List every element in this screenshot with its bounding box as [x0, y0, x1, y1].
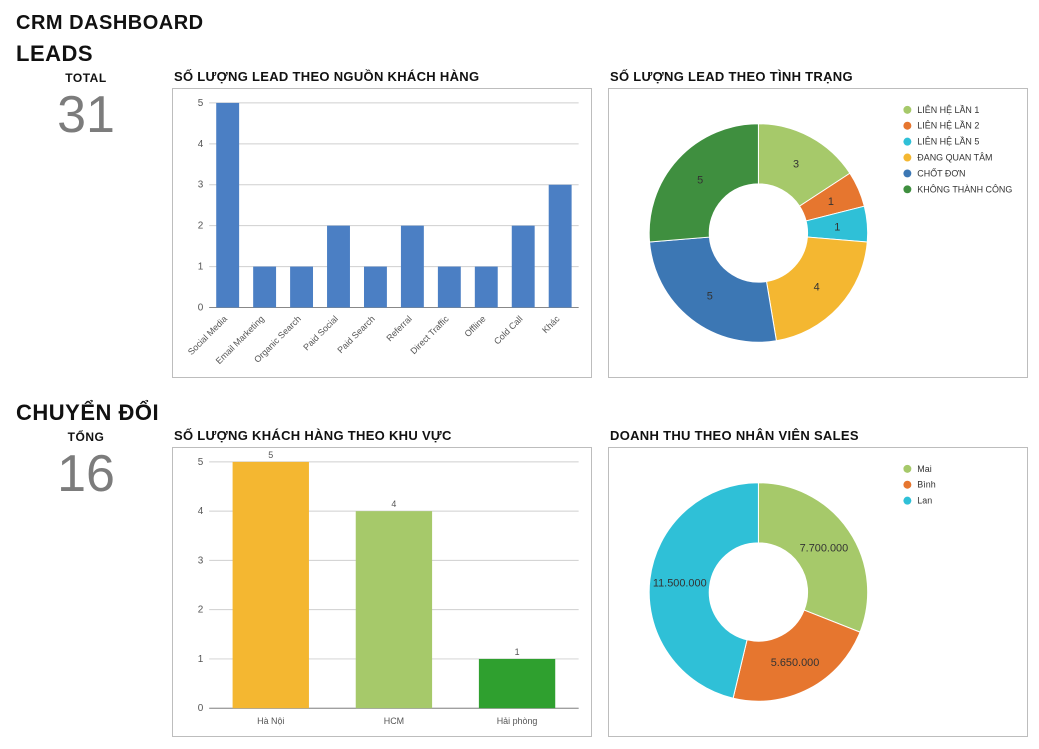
svg-text:Hà Nội: Hà Nội [257, 716, 284, 726]
svg-text:Offline: Offline [462, 314, 487, 339]
svg-text:Bình: Bình [917, 480, 935, 490]
svg-text:Khác: Khác [540, 313, 562, 335]
svg-text:LIÊN HỆ LẦN 2: LIÊN HỆ LẦN 2 [917, 121, 979, 131]
svg-text:1: 1 [515, 647, 520, 657]
leads-total-block: TOTAL 31 [16, 69, 156, 141]
svg-text:LIÊN HỆ LẦN 1: LIÊN HỆ LẦN 1 [917, 105, 979, 115]
svg-text:4: 4 [198, 506, 204, 517]
svg-text:Lan: Lan [917, 496, 932, 506]
convert-total-label: TỔNG [16, 430, 156, 444]
leads-donut-title: SỐ LƯỢNG LEAD THEO TÌNH TRẠNG [610, 69, 1028, 84]
convert-bar-chart: 0 1 2 3 4 5 5 Hà Nội 4 HCM 1 Hải phòng [173, 448, 591, 736]
convert-bar-block: SỐ LƯỢNG KHÁCH HÀNG THEO KHU VỰC 0 1 2 3 4 5 5… [172, 428, 592, 737]
svg-text:2: 2 [198, 605, 204, 616]
svg-text:5: 5 [268, 450, 273, 460]
leads-donut-chart: 3 1 1 4 5 5 LIÊN HỆ LẦN 1 LIÊN HỆ LẦN 2 LIÊN HỆ … [609, 89, 1027, 377]
convert-donut-chart: 7.700.000 5.650.000 11.500.000 Mai Bình Lan [609, 448, 1027, 736]
leads-bar-block: SỐ LƯỢNG LEAD THEO NGUỒN KHÁCH HÀNG 0 1 2 3… [172, 69, 592, 378]
leads-bar-chart: 012345Social MediaEmail MarketingOrganic… [173, 89, 591, 377]
svg-text:Paid Social: Paid Social [301, 314, 340, 353]
svg-text:HCM: HCM [384, 716, 404, 726]
svg-text:5: 5 [697, 174, 703, 186]
svg-text:0: 0 [198, 703, 204, 714]
svg-text:2: 2 [198, 221, 204, 232]
svg-text:7.700.000: 7.700.000 [800, 542, 849, 554]
leads-donut-block: SỐ LƯỢNG LEAD THEO TÌNH TRẠNG 3 1 1 4 5 5 LIÊN… [608, 69, 1028, 378]
convert-bar-card: 0 1 2 3 4 5 5 Hà Nội 4 HCM 1 Hải phòng [172, 447, 592, 737]
svg-text:Paid Search: Paid Search [335, 314, 376, 355]
svg-text:4: 4 [198, 139, 204, 150]
leads-bar-card: 012345Social MediaEmail MarketingOrganic… [172, 88, 592, 378]
leads-bar-title: SỐ LƯỢNG LEAD THEO NGUỒN KHÁCH HÀNG [174, 69, 592, 84]
svg-text:3: 3 [198, 555, 204, 566]
convert-donut-block: DOANH THU THEO NHÂN VIÊN SALES 7.700.000… [608, 428, 1028, 737]
svg-text:3: 3 [793, 158, 799, 170]
svg-text:4: 4 [391, 499, 396, 509]
svg-text:1: 1 [828, 196, 834, 208]
svg-text:5: 5 [198, 98, 204, 109]
svg-text:4: 4 [814, 282, 820, 294]
convert-total-block: TỔNG 16 [16, 428, 156, 500]
convert-donut-card: 7.700.000 5.650.000 11.500.000 Mai Bình Lan [608, 447, 1028, 737]
leads-total-label: TOTAL [16, 71, 156, 85]
svg-text:ĐANG QUAN TÂM: ĐANG QUAN TÂM [917, 153, 992, 163]
svg-text:Direct Traffic: Direct Traffic [408, 313, 451, 356]
svg-text:Mai: Mai [917, 464, 931, 474]
leads-total-value: 31 [16, 89, 156, 141]
svg-text:11.500.000: 11.500.000 [653, 578, 707, 590]
svg-text:5: 5 [198, 457, 204, 468]
convert-bar-title: SỐ LƯỢNG KHÁCH HÀNG THEO KHU VỰC [174, 428, 592, 443]
svg-text:LIÊN HỆ LẦN 5: LIÊN HỆ LẦN 5 [917, 137, 979, 147]
svg-text:0: 0 [198, 302, 204, 313]
svg-text:KHÔNG THÀNH CÔNG: KHÔNG THÀNH CÔNG [917, 184, 1012, 194]
leads-donut-card: 3 1 1 4 5 5 LIÊN HỆ LẦN 1 LIÊN HỆ LẦN 2 LIÊN HỆ … [608, 88, 1028, 378]
svg-text:5.650.000: 5.650.000 [771, 657, 820, 669]
convert-total-value: 16 [16, 448, 156, 500]
svg-text:Cold Call: Cold Call [492, 314, 525, 347]
convert-donut-title: DOANH THU THEO NHÂN VIÊN SALES [610, 428, 1028, 443]
convert-section-title: CHUYỂN ĐỔI [16, 400, 1023, 426]
page-title: CRM DASHBOARD [16, 12, 1023, 35]
svg-text:1: 1 [198, 654, 204, 665]
svg-text:1: 1 [198, 262, 204, 273]
svg-text:3: 3 [198, 180, 204, 191]
svg-text:1: 1 [834, 221, 840, 233]
leads-section-title: LEADS [16, 41, 1023, 67]
svg-text:5: 5 [707, 290, 713, 302]
svg-text:Hải phòng: Hải phòng [497, 716, 538, 726]
svg-text:CHỐT ĐƠN: CHỐT ĐƠN [917, 167, 965, 178]
svg-text:Referral: Referral [384, 314, 414, 344]
